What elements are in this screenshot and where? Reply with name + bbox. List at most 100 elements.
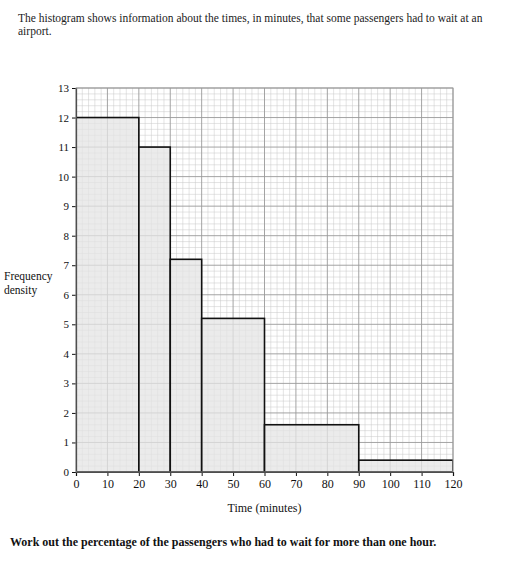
x-tick: 120 xyxy=(445,472,463,491)
x-tick-mark xyxy=(296,472,297,476)
x-tick-mark xyxy=(390,472,391,476)
y-tick: 12 xyxy=(58,112,76,124)
x-tick-label: 90 xyxy=(353,477,365,491)
y-tick: 10 xyxy=(58,171,76,183)
y-tick-label: 5 xyxy=(64,318,70,330)
y-tick: 5 xyxy=(64,318,77,330)
grid-line xyxy=(421,88,422,472)
x-tick-label: 50 xyxy=(228,477,240,491)
minor-grid-line xyxy=(440,88,441,472)
minor-grid-line xyxy=(302,88,303,472)
minor-grid-line xyxy=(383,88,384,472)
x-tick-mark xyxy=(170,472,171,476)
x-axis-line xyxy=(77,473,454,477)
x-tick-mark xyxy=(139,472,140,476)
x-tick-mark xyxy=(359,472,360,476)
grid-line xyxy=(390,88,391,472)
y-tick-mark xyxy=(72,88,76,89)
y-tick-label: 13 xyxy=(58,82,70,94)
y-tick-mark xyxy=(72,295,76,296)
y-tick-label: 4 xyxy=(64,348,70,360)
x-tick-label: 70 xyxy=(290,477,302,491)
x-tick-mark xyxy=(453,472,454,476)
x-tick-mark xyxy=(265,472,266,476)
y-tick: 2 xyxy=(64,407,77,419)
x-tick: 100 xyxy=(382,472,400,491)
plot-frame xyxy=(76,88,453,472)
x-tick-label: 80 xyxy=(322,477,334,491)
chart: The histogram shows information about th… xyxy=(0,0,513,576)
minor-grid-line xyxy=(446,88,447,472)
y-tick-label: 11 xyxy=(58,141,69,153)
grid-line xyxy=(295,88,296,472)
x-tick-label: 40 xyxy=(196,477,208,491)
x-tick: 0 xyxy=(74,472,80,491)
y-tick: 1 xyxy=(64,436,77,448)
minor-grid-line xyxy=(339,88,340,472)
y-tick-label: 1 xyxy=(64,436,70,448)
y-tick-label: 9 xyxy=(64,200,70,212)
x-tick-label: 60 xyxy=(259,477,271,491)
x-tick: 40 xyxy=(196,472,208,491)
bar xyxy=(359,460,453,472)
x-tick-mark xyxy=(107,472,108,476)
minor-grid-line xyxy=(415,88,416,472)
minor-grid-line xyxy=(346,88,347,472)
y-tick-mark xyxy=(72,177,76,178)
x-tick-mark xyxy=(233,472,234,476)
minor-grid-line xyxy=(352,88,353,472)
x-tick: 90 xyxy=(353,472,365,491)
x-tick: 70 xyxy=(290,472,302,491)
bar xyxy=(139,147,170,472)
minor-grid-line xyxy=(409,88,410,472)
annotation: Work out the percentage of the passenger… xyxy=(10,535,436,549)
y-tick-mark xyxy=(72,413,76,414)
y-tick-label: 0 xyxy=(64,466,70,478)
minor-grid-line xyxy=(270,88,271,472)
minor-grid-line xyxy=(371,88,372,472)
y-tick-mark xyxy=(72,147,76,148)
y-tick-mark xyxy=(72,383,76,384)
x-tick: 20 xyxy=(133,472,145,491)
y-tick-mark xyxy=(72,354,76,355)
x-tick: 110 xyxy=(413,472,431,491)
grid-line xyxy=(358,88,359,472)
x-tick-mark xyxy=(422,472,423,476)
y-tick: 8 xyxy=(64,230,77,242)
y-tick: 6 xyxy=(64,289,77,301)
bars xyxy=(76,118,453,472)
minor-grid-line xyxy=(283,88,284,472)
x-tick: 30 xyxy=(165,472,177,491)
y-tick: 7 xyxy=(64,259,77,271)
y-tick-label: 8 xyxy=(64,230,70,242)
y-tick-mark xyxy=(72,206,76,207)
minor-grid-line xyxy=(434,88,435,472)
title: The histogram shows information about th… xyxy=(18,12,483,38)
minor-grid-line xyxy=(333,88,334,472)
x-tick: 60 xyxy=(259,472,271,491)
y-tick: 11 xyxy=(58,141,76,153)
grid-line xyxy=(327,88,328,472)
y-tick-label: 3 xyxy=(64,377,70,389)
x-tick-mark xyxy=(327,472,328,476)
y-tick-mark xyxy=(72,324,76,325)
y-axis-title: Frequencydensity xyxy=(4,270,53,297)
y-tick-label: 6 xyxy=(64,289,70,301)
x-axis: 0 10 20 30 40 50 60 70 80 90 100 110 120 xyxy=(74,472,463,491)
x-tick: 80 xyxy=(322,472,334,491)
minor-grid-line xyxy=(427,88,428,472)
bar xyxy=(76,118,139,472)
y-tick-label: 10 xyxy=(58,171,70,183)
x-tick-label: 100 xyxy=(382,477,400,491)
minor-grid-line xyxy=(377,88,378,472)
y-tick: 4 xyxy=(64,348,77,360)
x-tick-label: 30 xyxy=(165,477,177,491)
x-tick-label: 120 xyxy=(445,477,463,491)
y-tick: 0 xyxy=(64,466,77,478)
x-tick-label: 10 xyxy=(102,477,114,491)
minor-grid-line xyxy=(321,88,322,472)
y-tick-label: 2 xyxy=(64,407,70,419)
y-axis: 012345678910111213 xyxy=(58,82,77,478)
y-tick-mark xyxy=(72,236,76,237)
y-tick: 9 xyxy=(64,200,77,212)
